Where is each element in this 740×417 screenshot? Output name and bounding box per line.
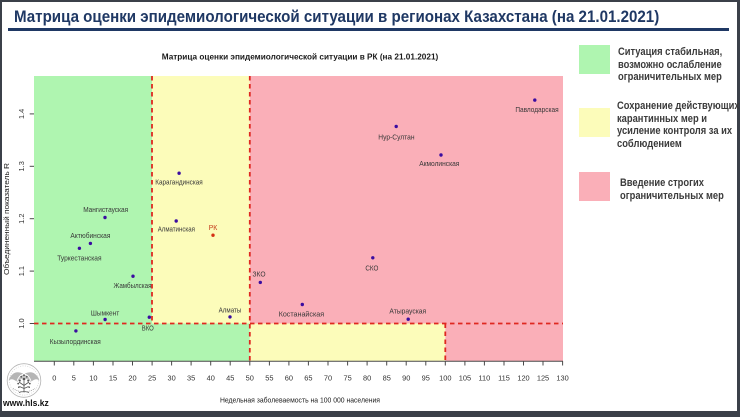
svg-text:10: 10 [89,374,97,383]
svg-text:Кызылординская: Кызылординская [50,337,101,346]
svg-text:Жамбылская: Жамбылская [114,281,152,290]
svg-text:Шымкент: Шымкент [91,308,120,317]
svg-text:1.0: 1.0 [17,318,26,328]
svg-text:Павлодарская: Павлодарская [515,105,558,114]
svg-text:90: 90 [402,374,410,383]
svg-text:30: 30 [167,374,175,383]
svg-text:105: 105 [459,374,471,383]
svg-text:1.2: 1.2 [17,214,26,224]
svg-text:Актюбинская: Актюбинская [70,231,110,240]
svg-text:Недельная заболеваемость на 10: Недельная заболеваемость на 100 000 насе… [220,396,380,405]
svg-text:Объединенный показатель R: Объединенный показатель R [2,163,11,275]
svg-text:25: 25 [148,374,156,383]
svg-text:95: 95 [422,374,430,383]
svg-text:65: 65 [304,374,312,383]
svg-text:125: 125 [537,374,549,383]
svg-text:100: 100 [439,374,451,383]
svg-text:15: 15 [109,374,117,383]
svg-text:РК: РК [209,223,218,232]
svg-text:Акмолинская: Акмолинская [419,159,459,168]
svg-text:ЗКО: ЗКО [253,270,266,279]
svg-text:85: 85 [383,374,391,383]
svg-text:Мангистауская: Мангистауская [83,205,128,214]
svg-text:5: 5 [72,374,76,383]
svg-text:Алматы: Алматы [219,305,242,314]
svg-text:Нур-Султан: Нур-Султан [378,132,414,141]
svg-text:60: 60 [285,374,293,383]
svg-text:Карагандинская: Карагандинская [155,177,203,186]
svg-text:75: 75 [343,374,351,383]
svg-text:Матрица оценки эпидемиологичес: Матрица оценки эпидемиологической ситуац… [162,52,439,62]
svg-text:20: 20 [128,374,136,383]
svg-text:СКО: СКО [365,263,378,272]
svg-text:1.3: 1.3 [17,161,26,171]
svg-text:45: 45 [226,374,234,383]
svg-text:Алматинская: Алматинская [158,224,195,233]
svg-text:0: 0 [52,374,56,383]
svg-text:Костанайская: Костанайская [279,309,324,318]
svg-text:50: 50 [246,374,254,383]
svg-text:115: 115 [498,374,510,383]
svg-text:35: 35 [187,374,195,383]
svg-text:ВКО: ВКО [142,324,154,333]
svg-text:80: 80 [363,374,371,383]
svg-text:55: 55 [265,374,273,383]
svg-text:1.1: 1.1 [17,266,26,276]
svg-text:Атырауская: Атырауская [389,307,426,316]
svg-text:40: 40 [207,374,215,383]
svg-text:130: 130 [556,374,568,383]
svg-text:Туркестанская: Туркестанская [57,253,101,262]
svg-text:110: 110 [479,374,491,383]
svg-text:1.4: 1.4 [17,109,26,119]
svg-text:70: 70 [324,374,332,383]
svg-text:120: 120 [517,374,529,383]
